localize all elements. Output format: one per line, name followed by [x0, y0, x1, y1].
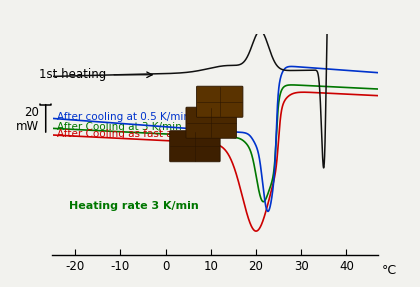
Text: 1st heating: 1st heating: [39, 68, 107, 81]
Text: After Cooling at 3 K/min: After Cooling at 3 K/min: [57, 122, 182, 132]
Text: 20: 20: [24, 106, 39, 119]
Text: mW: mW: [16, 120, 39, 133]
Text: °C: °C: [381, 264, 396, 277]
Text: After cooling at 0.5 K/min: After cooling at 0.5 K/min: [57, 112, 190, 122]
Text: After Cooling as fast as possible: After Cooling as fast as possible: [57, 129, 224, 139]
Text: Heating rate 3 K/min: Heating rate 3 K/min: [69, 201, 199, 211]
